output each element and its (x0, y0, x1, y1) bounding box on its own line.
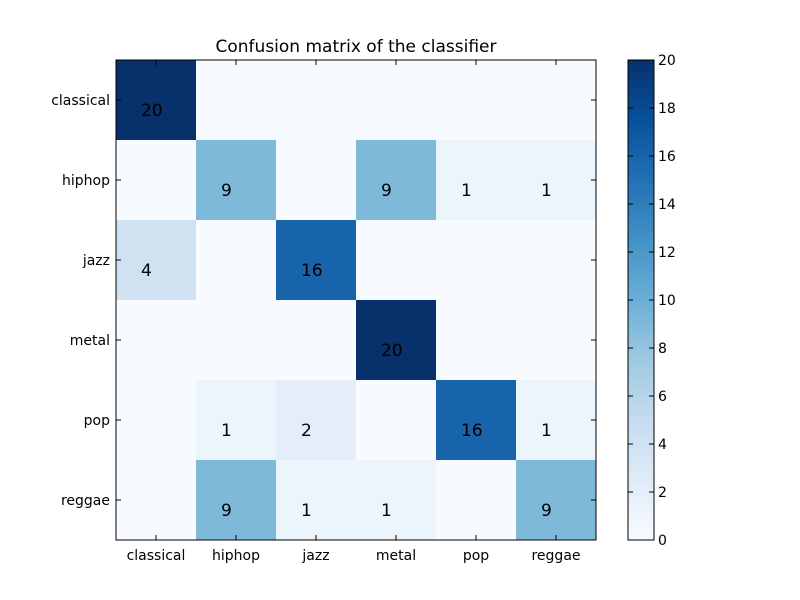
matrix-cell-hiphop-pop (436, 140, 516, 220)
matrix-border (115, 59, 597, 541)
matrix-cell-metal-jazz (276, 300, 356, 380)
y-tick-label-jazz: jazz (82, 253, 110, 269)
cell-value-pop-pop: 16 (461, 421, 483, 441)
matrix-cell-pop-reggae (516, 380, 596, 460)
cell-value-reggae-metal: 1 (381, 501, 392, 521)
cell-value-pop-hiphop: 1 (221, 421, 232, 441)
matrix-cell-pop-jazz (276, 380, 356, 460)
colorbar-label-2: 2 (658, 485, 667, 501)
matrix-cell-jazz-pop (436, 220, 516, 300)
cell-value-pop-reggae: 1 (541, 421, 552, 441)
colorbar-label-16: 16 (658, 149, 676, 165)
cell-value-reggae-reggae: 9 (541, 501, 552, 521)
matrix-grid: 20 9 9 1 1 4 16 20 1 2 16 1 9 1 1 9 classical classical hi… (51, 59, 597, 564)
matrix-cell-reggae-pop (436, 460, 516, 540)
matrix-cell-metal-pop (436, 300, 516, 380)
cell-value-pop-jazz: 2 (301, 421, 312, 441)
colorbar: 0 2 4 6 8 10 12 14 16 18 20 (627, 53, 676, 549)
matrix-cell-pop-pop (436, 380, 516, 460)
y-tick-label-pop: pop (84, 413, 110, 429)
colorbar-label-12: 12 (658, 245, 676, 261)
matrix-cell-pop-hiphop (196, 380, 276, 460)
cell-value-hiphop-hiphop: 9 (221, 181, 232, 201)
matrix-cell-classical-metal (356, 60, 436, 140)
x-tick-label-metal: metal (376, 548, 416, 564)
cell-value-jazz-jazz: 16 (301, 261, 323, 281)
matrix-cell-metal-metal (356, 300, 436, 380)
colorbar-label-18: 18 (658, 101, 676, 117)
colorbar-label-20: 20 (658, 53, 676, 69)
matrix-cell-pop-metal (356, 380, 436, 460)
matrix-cell-reggae-classical (116, 460, 196, 540)
cell-value-hiphop-metal: 9 (381, 181, 392, 201)
cell-value-reggae-hiphop: 9 (221, 501, 232, 521)
matrix-cell-jazz-hiphop (196, 220, 276, 300)
cell-value-reggae-jazz: 1 (301, 501, 312, 521)
matrix-cell-jazz-metal (356, 220, 436, 300)
colorbar-label-4: 4 (658, 437, 667, 453)
y-tick-label-reggae: reggae (61, 493, 110, 509)
chart-title: Confusion matrix of the classifier (216, 37, 497, 57)
matrix-cell-hiphop-jazz (276, 140, 356, 220)
cell-value-classical-classical: 20 (141, 101, 163, 121)
matrix-cell-metal-classical (116, 300, 196, 380)
matrix-cell-hiphop-hiphop (196, 140, 276, 220)
y-tick-label-hiphop: hiphop (62, 173, 110, 189)
colorbar-label-0: 0 (658, 533, 667, 549)
x-tick-label-reggae: reggae (531, 548, 580, 564)
matrix-cell-reggae-metal (356, 460, 436, 540)
matrix-cell-reggae-hiphop (196, 460, 276, 540)
x-tick-label-hiphop: hiphop (212, 548, 260, 564)
matrix-cell-reggae-jazz (276, 460, 356, 540)
matrix-cell-pop-classical (116, 380, 196, 460)
matrix-cell-jazz-classical (116, 220, 196, 300)
matrix-cell-metal-hiphop (196, 300, 276, 380)
x-tick-label-jazz: jazz (301, 548, 329, 564)
y-tick-label-metal: metal (70, 333, 110, 349)
colorbar-label-6: 6 (658, 389, 667, 405)
matrix-cell-classical-reggae (516, 60, 596, 140)
y-tick-label-classical: classical (51, 93, 110, 109)
matrix-cell-jazz-jazz (276, 220, 356, 300)
colorbar-label-8: 8 (658, 341, 667, 357)
matrix-cell-classical-classical (116, 60, 196, 140)
colorbar-label-10: 10 (658, 293, 676, 309)
x-tick-label-pop: pop (463, 548, 489, 564)
matrix-cell-classical-pop (436, 60, 516, 140)
cell-value-hiphop-reggae: 1 (541, 181, 552, 201)
matrix-cell-reggae-reggae (516, 460, 596, 540)
colorbar-label-14: 14 (658, 197, 676, 213)
cell-value-metal-metal: 20 (381, 341, 403, 361)
matrix-cell-classical-jazz (276, 60, 356, 140)
matrix-cell-hiphop-metal (356, 140, 436, 220)
matrix-cell-hiphop-reggae (516, 140, 596, 220)
matrix-cell-jazz-reggae (516, 220, 596, 300)
cell-value-hiphop-pop: 1 (461, 181, 472, 201)
matrix-cell-hiphop-classical (116, 140, 196, 220)
matrix-cell-metal-reggae (516, 300, 596, 380)
cell-value-jazz-classical: 4 (141, 261, 152, 281)
matrix-cell-classical-hiphop (196, 60, 276, 140)
x-tick-label-classical: classical (127, 548, 186, 564)
